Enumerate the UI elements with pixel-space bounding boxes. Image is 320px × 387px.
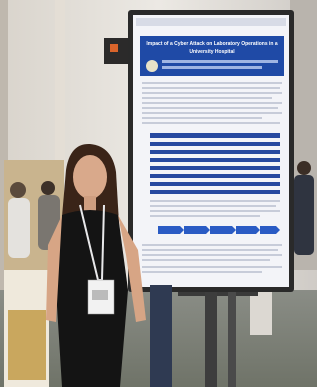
poster-text [142, 82, 282, 124]
poster-title: University Hospital [189, 49, 235, 55]
poster-topbar [136, 18, 286, 26]
neck [84, 196, 96, 212]
person-legs [250, 290, 272, 335]
poster-logo [146, 60, 158, 72]
person-head [41, 181, 55, 195]
poster-authors [162, 66, 262, 69]
sign-logo [110, 44, 118, 52]
pillar [55, 0, 65, 180]
person-body [294, 175, 314, 255]
person-head [297, 161, 311, 175]
badge-code [92, 290, 108, 300]
face [73, 155, 107, 199]
person-legs [150, 285, 172, 387]
poster-title: Impact of a Cyber Attack on Laboratory O… [146, 41, 277, 47]
page: Impact of a Cyber Attack on Laboratory O… [0, 0, 317, 387]
photo: Impact of a Cyber Attack on Laboratory O… [0, 0, 317, 387]
poster-flow [158, 226, 280, 234]
poster-authors [162, 60, 278, 63]
stand-pole [205, 292, 217, 387]
stand-pole [228, 292, 236, 387]
booth-panel [8, 310, 46, 380]
person-body [8, 198, 30, 258]
person-head [10, 182, 26, 198]
